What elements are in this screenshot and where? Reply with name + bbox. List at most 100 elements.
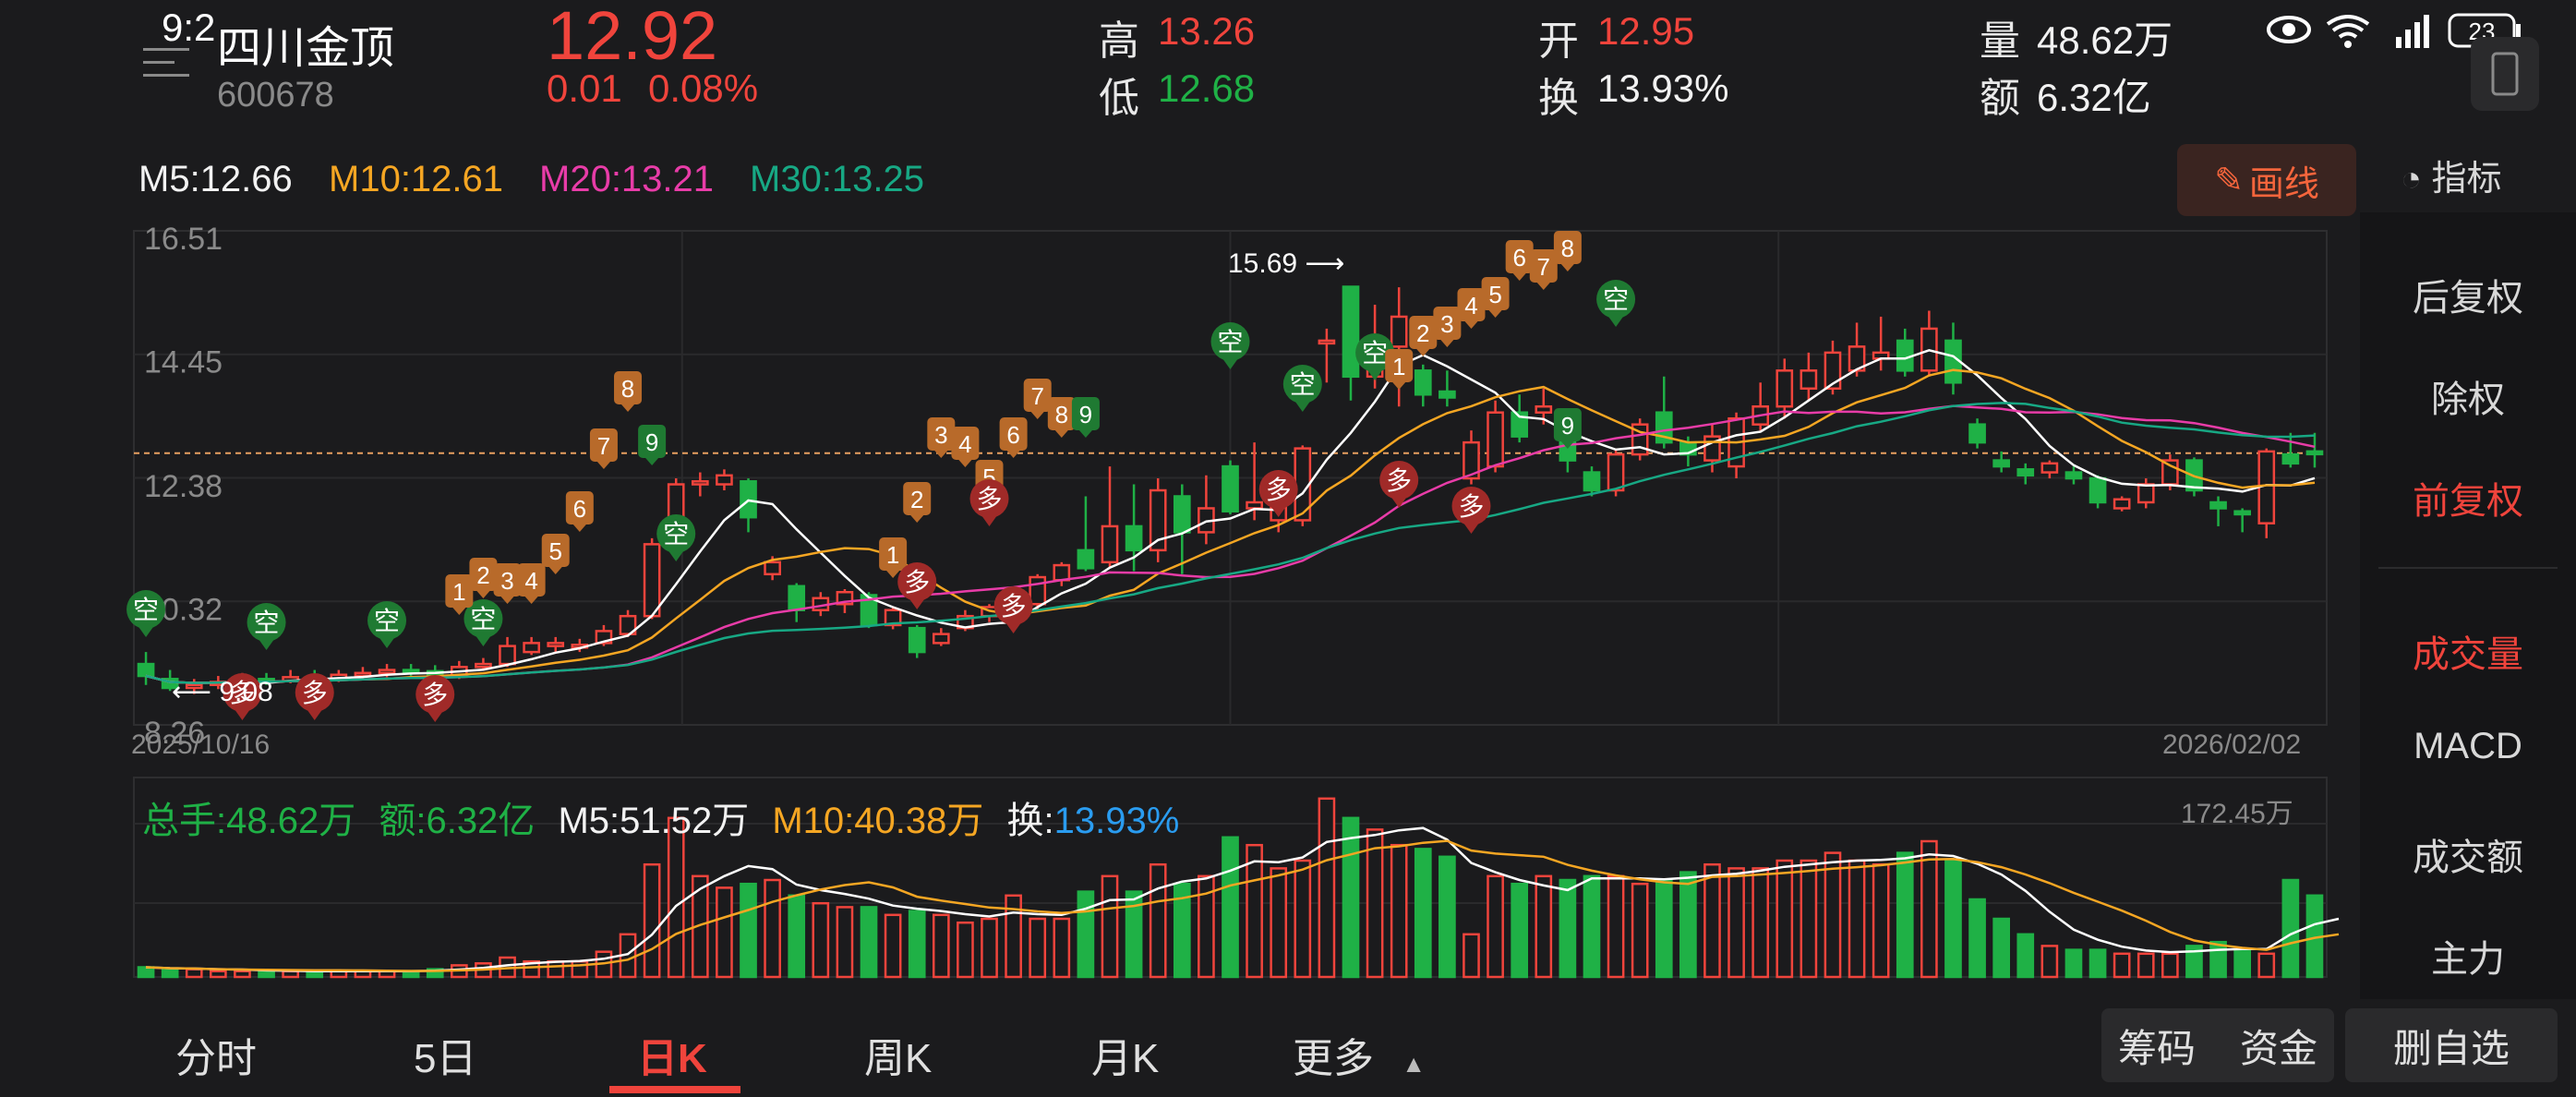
svg-text:空: 空	[374, 607, 400, 635]
svg-text:多: 多	[977, 485, 1003, 513]
volume-bar	[1727, 867, 1745, 979]
candle-body	[2305, 450, 2324, 456]
ind-volume[interactable]: 成交量	[2413, 634, 2523, 675]
stock-name[interactable]: 四川金顶	[217, 24, 395, 73]
count-signal-marker: 1	[1385, 349, 1414, 390]
count-signal-marker: 6	[999, 417, 1028, 458]
volume-bar	[523, 959, 540, 979]
volume-bar	[1776, 859, 1794, 979]
volume-bar	[908, 910, 926, 979]
count-signal-marker: 3	[927, 417, 956, 458]
price-tick-label: 8.26	[144, 716, 205, 751]
gauge-icon: ◔	[2401, 160, 2422, 199]
tab-5day[interactable]: 5日	[414, 1036, 477, 1081]
svg-text:空: 空	[663, 520, 689, 548]
ma30-legend: M30:13.25	[750, 159, 925, 199]
remove-watchlist-button[interactable]: 删自选	[2345, 1008, 2558, 1082]
draw-line-button[interactable]: ✎ 画线	[2177, 144, 2356, 216]
svg-text:8: 8	[621, 375, 634, 403]
short-signal-marker: 空	[247, 603, 286, 650]
tab-weekly-k[interactable]: 周K	[864, 1036, 933, 1081]
candle-body	[1318, 339, 1336, 345]
volume-bar	[1390, 843, 1408, 979]
volume-bar	[161, 968, 179, 979]
candle-body	[378, 669, 396, 675]
volume-bar	[2064, 948, 2083, 979]
candle-body	[619, 614, 637, 635]
volume-bar	[1222, 836, 1239, 979]
phone-icon	[2491, 52, 2519, 96]
count-signal-marker: 6	[565, 491, 594, 532]
volume-bar	[1535, 874, 1553, 979]
candlestick-chart[interactable]: 16.5114.4512.3810.328.26 空空空空多多多12 3 45678…	[0, 0, 2360, 1007]
count-signal-marker: 7	[589, 428, 618, 469]
svg-text:多: 多	[1386, 466, 1412, 495]
volume-bar	[1631, 882, 1649, 979]
adj-forward[interactable]: 前复权	[2413, 481, 2523, 522]
volume-bar	[1751, 867, 1770, 979]
volume-bar	[234, 970, 251, 979]
funds-button[interactable]: 资金	[2240, 1026, 2318, 1070]
phone-button[interactable]	[2471, 37, 2539, 111]
start-date: 2025/10/16	[131, 729, 271, 760]
volume-bar	[1342, 816, 1360, 979]
menu-icon[interactable]	[143, 44, 189, 81]
candle-body	[740, 480, 757, 519]
ind-main-force[interactable]: 主力	[2431, 939, 2505, 980]
vol-ma10-line	[145, 839, 2340, 972]
volume-bar	[1992, 917, 2011, 979]
volume-bar	[1125, 890, 1143, 979]
volume-bar	[1438, 855, 1456, 979]
candle-body	[1077, 548, 1095, 570]
ind-macd[interactable]: MACD	[2413, 726, 2522, 766]
candle-body	[1149, 488, 1167, 552]
volume-bar	[1583, 874, 1601, 979]
candle-body	[2233, 510, 2251, 516]
volume-bar	[2209, 940, 2227, 979]
svg-text:7: 7	[1030, 382, 1043, 410]
candle-body	[716, 474, 733, 486]
high-value: 13.26	[1158, 9, 1256, 53]
count-signal-marker: 8	[614, 371, 643, 412]
eye-icon	[2267, 16, 2311, 43]
svg-text:2: 2	[910, 486, 923, 513]
indicator-tab[interactable]: ◔ 指标	[2401, 150, 2502, 200]
candle-body	[2064, 471, 2083, 480]
volume-bar	[1029, 917, 1047, 979]
volume-bar	[1487, 874, 1504, 979]
candle-body	[1968, 423, 1986, 444]
svg-text:空: 空	[1362, 339, 1388, 368]
volume-bar	[981, 917, 998, 979]
volume-bar	[1318, 797, 1336, 979]
ind-amount[interactable]: 成交额	[2413, 838, 2523, 878]
candle-body	[1222, 464, 1239, 512]
volume-bar	[1149, 862, 1167, 979]
adj-backward[interactable]: 后复权	[2413, 278, 2523, 319]
candle-body	[1342, 285, 1360, 379]
tab-monthly-k[interactable]: 月K	[1091, 1036, 1160, 1081]
volume-bar	[137, 966, 155, 979]
tab-daily-k[interactable]: 日K	[637, 1036, 707, 1081]
chips-button[interactable]: 筹码	[2117, 1026, 2196, 1070]
volume-bar	[210, 970, 227, 979]
tab-more[interactable]: 更多 ▲	[1293, 1025, 1426, 1084]
volume-bar	[1198, 874, 1215, 979]
count-signal-marker: 8	[1553, 231, 1582, 271]
count-signal-marker: 3	[1433, 307, 1462, 347]
short-signal-marker: 空	[1355, 333, 1395, 380]
ma5-legend: M5:12.66	[138, 159, 293, 199]
adj-exright[interactable]: 除权	[2431, 380, 2505, 420]
candle-body	[499, 645, 516, 666]
stock-code: 600678	[217, 76, 334, 115]
tab-intraday[interactable]: 分时	[175, 1036, 257, 1081]
volume-bar	[2016, 933, 2035, 979]
volume-bar	[716, 886, 733, 979]
volume-bar	[1463, 933, 1480, 979]
panel-divider	[2378, 567, 2558, 569]
volume-bar	[2137, 952, 2155, 979]
short-signal-marker: 空	[367, 601, 407, 648]
candle-body	[2209, 500, 2227, 510]
volume-bar	[1053, 917, 1071, 979]
candle-body	[1125, 524, 1143, 552]
